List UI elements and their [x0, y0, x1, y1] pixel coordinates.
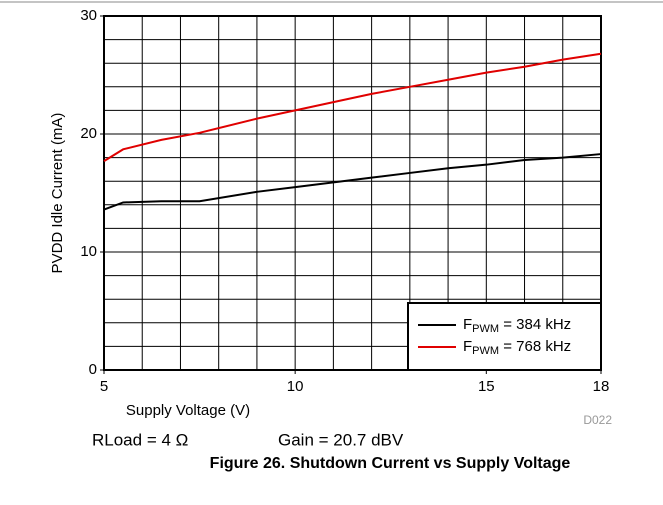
- legend-label-sub: PWM: [472, 345, 499, 357]
- y-tick-label: 20: [80, 125, 97, 142]
- legend-label: FPWM = 768 kHz: [463, 338, 571, 357]
- y-tick-label: 30: [80, 7, 97, 24]
- figure-code: D022: [583, 413, 612, 427]
- annotation: Gain = 20.7 dBV: [278, 430, 404, 449]
- x-axis-label: Supply Voltage (V): [126, 402, 250, 419]
- annotation: RLoad = 4 Ω: [92, 430, 188, 449]
- x-tick-label: 18: [593, 378, 610, 395]
- legend-label-rest: = 768 kHz: [499, 338, 571, 355]
- series-line: [103, 52, 602, 162]
- series-line: [103, 153, 602, 211]
- legend-label-base: F: [463, 316, 472, 333]
- plot-frame: [103, 15, 602, 371]
- legend-label-base: F: [463, 338, 472, 355]
- x-tick-label: 15: [478, 378, 495, 395]
- x-tick-label: 10: [287, 378, 304, 395]
- legend-label-rest: = 384 kHz: [499, 316, 571, 333]
- x-tick-label: 5: [100, 378, 108, 395]
- legend-label: FPWM = 384 kHz: [463, 316, 571, 335]
- legend-box: [407, 302, 602, 371]
- legend-label-sub: PWM: [472, 323, 499, 335]
- y-axis-label: PVDD Idle Current (mA): [49, 113, 66, 274]
- y-tick-label: 0: [89, 361, 97, 378]
- caption: Figure 26. Shutdown Current vs Supply Vo…: [210, 455, 571, 472]
- y-tick-label: 10: [80, 243, 97, 260]
